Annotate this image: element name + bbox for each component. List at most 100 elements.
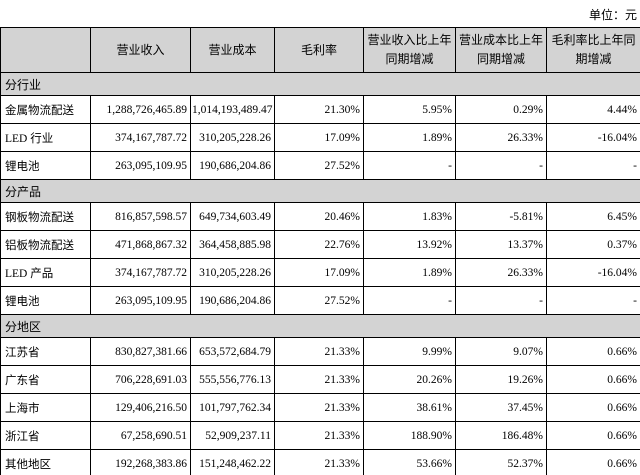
gross-margin-cell: 21.33% [274, 393, 364, 422]
section-title: 分行业 [0, 72, 640, 96]
table-row: LED 产品 374,167,787.72 310,205,228.26 17.… [0, 258, 640, 287]
margin-yoy-cell: -16.04% [546, 258, 640, 287]
revenue-yoy-cell: 9.99% [363, 337, 456, 366]
cost-cell: 649,734,603.49 [190, 202, 275, 231]
revenue-cell: 706,228,691.03 [90, 365, 191, 394]
cost-cell: 364,458,885.98 [190, 230, 275, 259]
revenue-cell: 816,857,598.57 [90, 202, 191, 231]
gross-margin-cell: 27.52% [274, 151, 364, 180]
table-row: 其他地区 192,268,383.86 151,248,462.22 21.33… [0, 449, 640, 475]
cost-cell: 1,014,193,489.47 [190, 95, 275, 124]
cost-yoy-cell: 37.45% [455, 393, 547, 422]
cost-yoy-cell: 52.37% [455, 449, 547, 475]
category-cell: 其他地区 [0, 449, 91, 475]
column-header-cost: 营业成本 [190, 27, 275, 73]
category-cell: 铝板物流配送 [0, 230, 91, 259]
cost-yoy-cell: 9.07% [455, 337, 547, 366]
category-cell: 金属物流配送 [0, 95, 91, 124]
revenue-cell: 374,167,787.72 [90, 123, 191, 152]
category-cell: 锂电池 [0, 151, 91, 180]
cost-yoy-cell: -5.81% [455, 202, 547, 231]
category-cell: LED 产品 [0, 258, 91, 287]
margin-yoy-cell: 6.45% [546, 202, 640, 231]
gross-margin-cell: 21.33% [274, 337, 364, 366]
revenue-cell: 830,827,381.66 [90, 337, 191, 366]
section-title: 分产品 [0, 179, 640, 203]
gross-margin-cell: 21.33% [274, 421, 364, 450]
margin-yoy-cell: 0.66% [546, 393, 640, 422]
gross-margin-cell: 17.09% [274, 123, 364, 152]
margin-yoy-cell: -16.04% [546, 123, 640, 152]
revenue-yoy-cell: - [363, 286, 456, 315]
revenue-yoy-cell: 1.89% [363, 258, 456, 287]
table-row: LED 行业 374,167,787.72 310,205,228.26 17.… [0, 123, 640, 152]
revenue-cell: 374,167,787.72 [90, 258, 191, 287]
revenue-cell: 263,095,109.95 [90, 151, 191, 180]
revenue-cell: 263,095,109.95 [90, 286, 191, 315]
segment-report-table: 营业收入 营业成本 毛利率 营业收入比上年同期增减 营业成本比上年同期增减 毛利… [0, 27, 640, 475]
revenue-cell: 471,868,867.32 [90, 230, 191, 259]
margin-yoy-cell: 0.66% [546, 449, 640, 475]
cost-cell: 555,556,776.13 [190, 365, 275, 394]
revenue-cell: 67,258,690.51 [90, 421, 191, 450]
column-header-revenue: 营业收入 [90, 27, 191, 73]
margin-yoy-cell: 4.44% [546, 95, 640, 124]
category-cell: 锂电池 [0, 286, 91, 315]
margin-yoy-cell: - [546, 286, 640, 315]
header-row: 营业收入 营业成本 毛利率 营业收入比上年同期增减 营业成本比上年同期增减 毛利… [0, 27, 640, 73]
table-row: 锂电池 263,095,109.95 190,686,204.86 27.52%… [0, 286, 640, 315]
cost-yoy-cell: 19.26% [455, 365, 547, 394]
gross-margin-cell: 21.33% [274, 449, 364, 475]
cost-yoy-cell: - [455, 151, 547, 180]
margin-yoy-cell: 0.66% [546, 421, 640, 450]
gross-margin-cell: 21.30% [274, 95, 364, 124]
gross-margin-cell: 17.09% [274, 258, 364, 287]
table-row: 江苏省 830,827,381.66 653,572,684.79 21.33%… [0, 337, 640, 366]
table-row: 铝板物流配送 471,868,867.32 364,458,885.98 22.… [0, 230, 640, 259]
category-cell: 浙江省 [0, 421, 91, 450]
table-header: 营业收入 营业成本 毛利率 营业收入比上年同期增减 营业成本比上年同期增减 毛利… [0, 27, 640, 73]
revenue-cell: 192,268,383.86 [90, 449, 191, 475]
revenue-yoy-cell: 1.89% [363, 123, 456, 152]
revenue-cell: 1,288,726,465.89 [90, 95, 191, 124]
cost-yoy-cell: 26.33% [455, 258, 547, 287]
margin-yoy-cell: 0.66% [546, 365, 640, 394]
cost-cell: 190,686,204.86 [190, 286, 275, 315]
section-title: 分地区 [0, 314, 640, 338]
column-header-gross-margin: 毛利率 [274, 27, 364, 73]
margin-yoy-cell: 0.37% [546, 230, 640, 259]
revenue-yoy-cell: 13.92% [363, 230, 456, 259]
revenue-cell: 129,406,216.50 [90, 393, 191, 422]
revenue-yoy-cell: 38.61% [363, 393, 456, 422]
revenue-yoy-cell: 20.26% [363, 365, 456, 394]
corner-header-cell [0, 27, 91, 73]
gross-margin-cell: 20.46% [274, 202, 364, 231]
column-header-revenue-yoy: 营业收入比上年同期增减 [363, 27, 456, 73]
cost-yoy-cell: 186.48% [455, 421, 547, 450]
margin-yoy-cell: - [546, 151, 640, 180]
gross-margin-cell: 27.52% [274, 286, 364, 315]
margin-yoy-cell: 0.66% [546, 337, 640, 366]
cost-cell: 52,909,237.11 [190, 421, 275, 450]
cost-cell: 310,205,228.26 [190, 258, 275, 287]
cost-cell: 190,686,204.86 [190, 151, 275, 180]
cost-cell: 151,248,462.22 [190, 449, 275, 475]
table-row: 浙江省 67,258,690.51 52,909,237.11 21.33% 1… [0, 421, 640, 450]
cost-cell: 310,205,228.26 [190, 123, 275, 152]
cost-yoy-cell: - [455, 286, 547, 315]
cost-yoy-cell: 0.29% [455, 95, 547, 124]
category-cell: 江苏省 [0, 337, 91, 366]
cost-cell: 101,797,762.34 [190, 393, 275, 422]
category-cell: 上海市 [0, 393, 91, 422]
table-row: 金属物流配送 1,288,726,465.89 1,014,193,489.47… [0, 95, 640, 124]
category-cell: LED 行业 [0, 123, 91, 152]
revenue-yoy-cell: 188.90% [363, 421, 456, 450]
gross-margin-cell: 22.76% [274, 230, 364, 259]
column-header-cost-yoy: 营业成本比上年同期增减 [455, 27, 547, 73]
table-row: 上海市 129,406,216.50 101,797,762.34 21.33%… [0, 393, 640, 422]
revenue-yoy-cell: 1.83% [363, 202, 456, 231]
section-row-product: 分产品 [0, 179, 640, 203]
table-row: 锂电池 263,095,109.95 190,686,204.86 27.52%… [0, 151, 640, 180]
revenue-yoy-cell: - [363, 151, 456, 180]
category-cell: 钢板物流配送 [0, 202, 91, 231]
